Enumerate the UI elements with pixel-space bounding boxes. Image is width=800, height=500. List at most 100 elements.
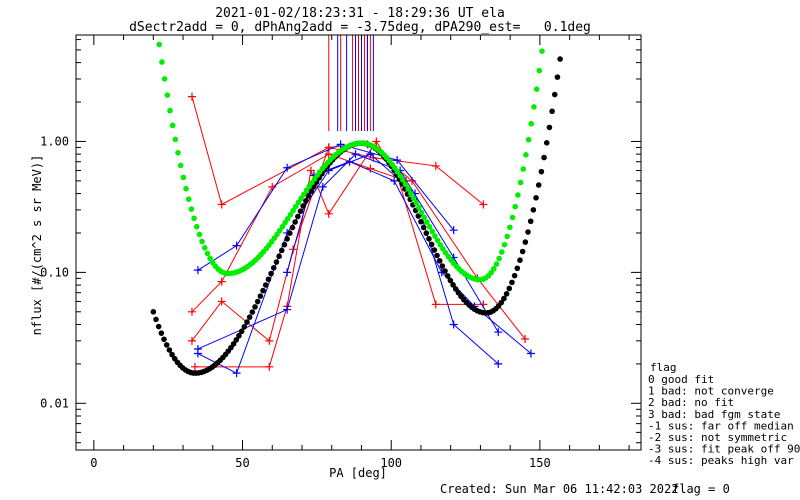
fit-point: [161, 76, 168, 82]
series-line: [197, 153, 499, 350]
data-point: [366, 164, 375, 173]
x-axis-label: PA [deg]: [329, 466, 387, 480]
fit-point: [519, 248, 526, 255]
fit-point: [436, 258, 443, 264]
fit-point: [167, 107, 173, 114]
fit-point: [498, 299, 505, 306]
series-line: [197, 143, 455, 271]
fit-point: [447, 277, 454, 284]
fit-point: [158, 330, 165, 336]
fit-point: [434, 252, 440, 259]
legend-entry: -4 sus: peaks high var: [648, 454, 794, 467]
fit-point: [511, 272, 518, 279]
fit-point: [503, 291, 510, 297]
data-point: [449, 320, 458, 329]
fit-point: [450, 282, 456, 288]
fit-point: [180, 174, 187, 181]
fit-point: [300, 203, 306, 209]
fit-point: [509, 279, 515, 286]
fit-point: [201, 245, 208, 251]
data-point: [324, 143, 333, 152]
data-point: [390, 176, 399, 185]
data-point: [431, 161, 440, 170]
fit-point: [549, 108, 555, 115]
plot-frame: [75, 34, 642, 451]
data-point: [265, 336, 274, 345]
fit-point: [517, 257, 523, 264]
data-point: [345, 157, 354, 166]
fit-point: [295, 199, 302, 206]
fit-point: [188, 206, 195, 212]
flag-status: flag = 0: [672, 482, 730, 496]
fit-point: [491, 266, 497, 272]
fit-point: [289, 224, 296, 231]
fit-point: [196, 231, 203, 238]
data-point: [190, 362, 199, 371]
data-point: [217, 297, 226, 306]
data-point: [494, 359, 503, 368]
fit-point: [504, 233, 510, 240]
data-point: [232, 369, 241, 378]
fit-point: [244, 319, 250, 325]
fit-point: [527, 218, 534, 225]
series-line: [194, 140, 484, 368]
data-point: [306, 166, 315, 175]
fit-point: [536, 67, 543, 74]
fit-point: [238, 328, 245, 335]
fit-point: [163, 342, 170, 348]
fit-point: [159, 59, 165, 65]
data-point: [479, 200, 488, 209]
data-point: [393, 156, 402, 165]
fit-point: [501, 241, 508, 248]
data-point: [283, 268, 292, 277]
fit-point: [270, 265, 277, 271]
fit-point: [191, 215, 197, 222]
fit-point: [546, 124, 553, 131]
fit-point: [543, 140, 550, 146]
legend-entry: 3 bad: bad fgm state: [648, 408, 780, 421]
x-tick-label: 0: [90, 456, 97, 470]
legend-entry: -2 sus: not symmetric: [648, 431, 787, 444]
fit-point: [230, 341, 237, 347]
y-tick-label: 1.00: [40, 134, 69, 148]
fit-point: [533, 195, 539, 201]
legend-entry: 0 good fit: [648, 373, 714, 386]
fit-point: [265, 276, 272, 283]
fit-point: [164, 92, 171, 98]
data-point: [187, 307, 196, 316]
fit-curve: [156, 41, 545, 283]
fit-point: [300, 191, 307, 198]
fit-point: [305, 193, 312, 199]
data-point: [187, 336, 196, 345]
fit-point: [246, 314, 253, 320]
x-axis: 0 50 100 150: [90, 35, 630, 470]
legend: flag 0 good fit 1 bad: not converge 2 ba…: [648, 361, 800, 467]
fit-point: [539, 48, 545, 54]
series-line: [191, 153, 407, 313]
fit-point: [183, 185, 189, 192]
legend-entry: -1 sus: far off median: [648, 419, 794, 432]
fit-point: [279, 223, 286, 230]
fit-point: [551, 91, 558, 98]
fit-point: [249, 309, 256, 315]
data-point: [351, 150, 360, 159]
fit-point: [439, 263, 446, 269]
fit-point: [252, 304, 258, 310]
fit-point: [308, 188, 315, 194]
fit-point: [262, 282, 269, 288]
data-point: [217, 277, 226, 286]
fit-point: [303, 187, 310, 194]
fit-point: [303, 198, 309, 204]
x-tick-label: 50: [235, 456, 249, 470]
legend-entry: -3 sus: fit peak off 90: [648, 443, 800, 456]
data-point: [366, 150, 375, 159]
fit-point: [493, 261, 500, 267]
fit-point: [530, 207, 537, 213]
fit-point: [499, 249, 505, 255]
fit-point: [423, 230, 430, 236]
fit-point: [528, 120, 535, 127]
fit-point: [292, 219, 298, 225]
fit-point: [507, 224, 513, 231]
legend-entry: 2 bad: no fit: [648, 396, 734, 409]
fit-point: [169, 351, 175, 358]
